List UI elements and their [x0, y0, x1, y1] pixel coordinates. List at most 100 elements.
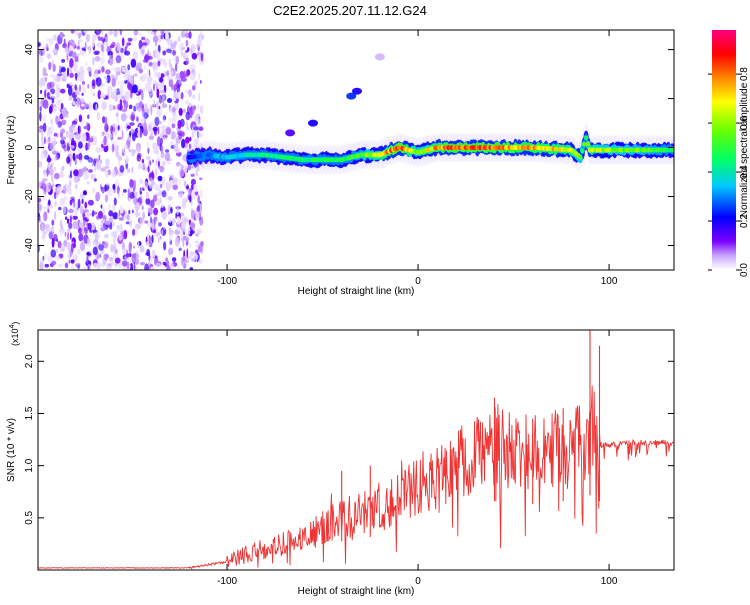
- noise-speckle: [87, 266, 90, 270]
- noise-speckle: [51, 227, 55, 232]
- noise-speckle: [131, 166, 134, 174]
- noise-speckle: [83, 30, 89, 33]
- noise-speckle: [66, 156, 71, 164]
- noise-speckle: [148, 235, 151, 245]
- noise-speckle: [86, 255, 89, 265]
- noise-speckle: [70, 215, 72, 225]
- noise-speckle: [183, 180, 187, 187]
- noise-speckle: [161, 190, 167, 198]
- noise-speckle: [112, 183, 116, 190]
- noise-speckle: [114, 257, 121, 264]
- noise-speckle: [138, 68, 143, 74]
- noise-speckle: [93, 92, 95, 97]
- noise-speckle: [83, 190, 87, 196]
- noise-speckle: [158, 222, 162, 227]
- noise-speckle: [111, 169, 117, 179]
- noise-speckle: [67, 231, 70, 241]
- noise-speckle: [56, 150, 63, 154]
- x-tick-label: 100: [601, 576, 618, 587]
- noise-speckle: [92, 135, 98, 146]
- noise-speckle: [38, 203, 42, 212]
- noise-speckle: [150, 131, 153, 136]
- noise-speckle: [112, 88, 115, 97]
- snr-axes: -100 0 100 0.5 1.0 1.5 2.0: [24, 330, 674, 587]
- noise-speckle: [170, 42, 176, 50]
- noise-speckle: [119, 30, 123, 36]
- noise-speckle: [105, 69, 111, 75]
- noise-speckle: [46, 157, 52, 163]
- noise-speckle: [49, 168, 54, 177]
- noise-speckle: [74, 84, 77, 91]
- noise-speckle: [49, 81, 55, 89]
- noise-speckle: [85, 33, 90, 43]
- noise-speckle: [128, 104, 133, 110]
- noise-speckle: [38, 197, 42, 203]
- noise-speckle: [68, 94, 72, 101]
- noise-speckle: [198, 126, 204, 131]
- noise-speckle: [141, 107, 145, 117]
- noise-speckle: [137, 82, 140, 92]
- noise-speckle: [164, 152, 171, 162]
- noise-speckle: [65, 50, 69, 56]
- noise-speckle: [75, 77, 78, 81]
- noise-speckle: [79, 221, 83, 228]
- noise-speckle: [190, 190, 196, 201]
- noise-speckle: [133, 30, 139, 36]
- noise-speckle: [161, 204, 164, 209]
- noise-speckle: [180, 169, 185, 177]
- noise-speckle: [71, 137, 75, 146]
- noise-speckle: [97, 69, 101, 74]
- noise-speckle: [159, 236, 162, 240]
- noise-speckle: [130, 58, 137, 68]
- noise-speckle: [40, 131, 44, 138]
- noise-speckle: [59, 198, 66, 206]
- noise-speckle: [197, 194, 200, 204]
- spectrogram-xlabel: Height of straight line (km): [298, 286, 415, 297]
- noise-speckle: [173, 54, 177, 62]
- noise-speckle: [154, 50, 161, 59]
- noise-speckle: [152, 61, 157, 70]
- noise-speckle: [132, 51, 139, 61]
- noise-speckle: [157, 83, 164, 90]
- noise-speckle: [110, 44, 115, 49]
- noise-speckle: [150, 216, 152, 224]
- noise-speckle: [95, 30, 102, 34]
- noise-speckle: [97, 89, 102, 100]
- noise-speckle: [170, 140, 174, 146]
- noise-speckle: [161, 160, 167, 166]
- noise-speckle: [98, 154, 101, 161]
- noise-speckle: [189, 230, 195, 235]
- noise-speckle: [83, 155, 90, 160]
- noise-speckle: [72, 152, 76, 162]
- noise-speckle: [167, 195, 173, 201]
- noise-speckle: [83, 170, 90, 180]
- noise-speckle: [126, 261, 130, 270]
- noise-speckle: [72, 124, 77, 132]
- noise-speckle: [136, 62, 142, 70]
- noise-speckle: [90, 222, 96, 231]
- noise-speckle: [48, 184, 54, 190]
- noise-speckle: [188, 31, 192, 39]
- noise-speckle: [136, 95, 141, 101]
- noise-speckle: [194, 211, 200, 219]
- noise-speckle: [70, 170, 72, 179]
- noise-speckle: [125, 221, 130, 225]
- noise-speckle: [185, 136, 190, 144]
- noise-speckle: [148, 61, 153, 67]
- noise-speckle: [153, 207, 159, 216]
- noise-speckle: [117, 79, 122, 86]
- noise-speckle: [182, 238, 185, 248]
- noise-speckle: [84, 201, 88, 209]
- noise-speckle: [95, 103, 98, 112]
- noise-speckle: [79, 159, 83, 163]
- noise-speckle: [69, 72, 74, 79]
- noise-speckle: [106, 265, 112, 270]
- noise-speckle: [119, 165, 125, 173]
- noise-speckle: [139, 129, 143, 138]
- noise-speckle: [99, 56, 106, 65]
- noise-speckle: [179, 71, 185, 80]
- noise-speckle: [108, 256, 114, 262]
- noise-speckle: [54, 192, 57, 200]
- noise-speckle: [77, 168, 84, 178]
